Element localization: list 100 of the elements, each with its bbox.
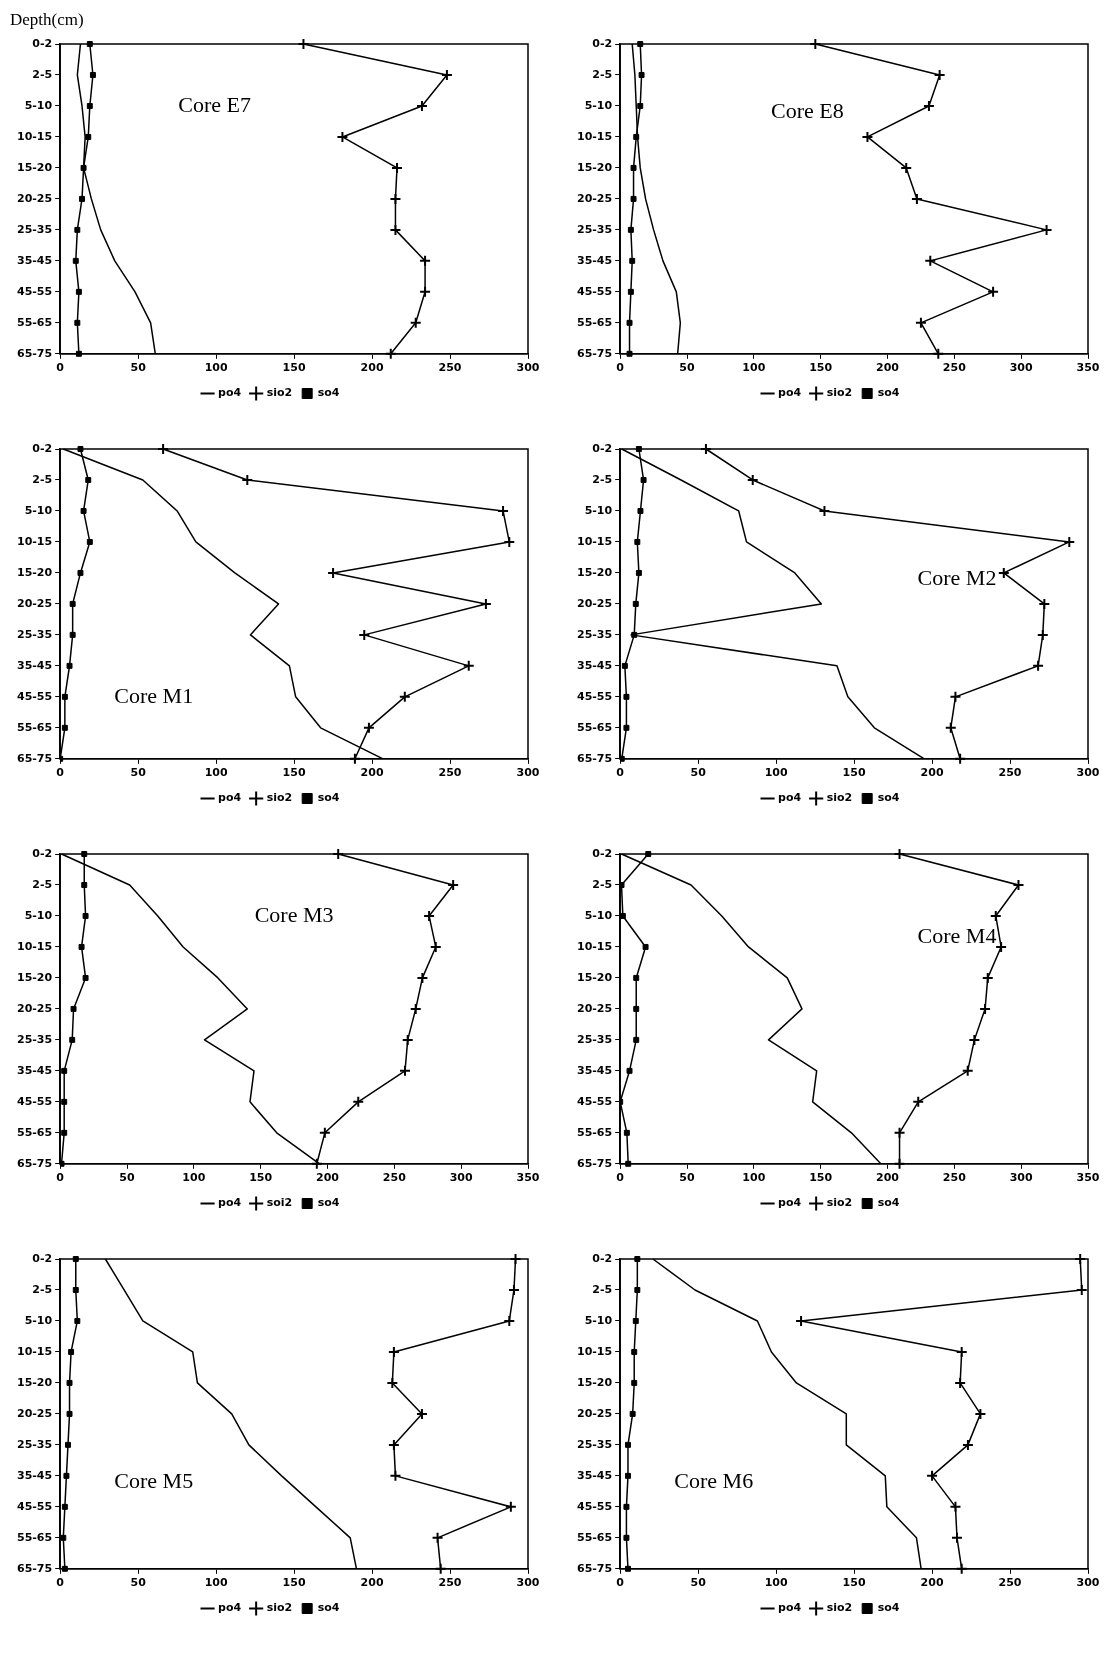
- legend-label: po4: [778, 1196, 802, 1210]
- text: Core M4: [917, 923, 997, 949]
- x-tick-label: 250: [942, 1171, 967, 1185]
- x-tick-label: 250: [998, 766, 1022, 780]
- y-tick-label: 20-25: [576, 1001, 613, 1015]
- x-tick-label: 50: [130, 766, 147, 780]
- x-tick-label: 50: [130, 361, 147, 375]
- legend-label: po4: [778, 1601, 802, 1615]
- x-tick-label: 0: [616, 1171, 625, 1185]
- y-tick-label: 2-5: [32, 1282, 53, 1296]
- x-tick-label: 200: [876, 361, 900, 375]
- x-tick-label: 50: [679, 361, 696, 375]
- legend-label: so4: [317, 1601, 340, 1615]
- y-tick-label: 35-45: [16, 1063, 53, 1077]
- x-tick-label: 350: [1076, 361, 1100, 375]
- legend-label: po4: [218, 791, 242, 805]
- y-tick-label: 55-65: [16, 315, 53, 329]
- x-tick-label: 200: [360, 1576, 384, 1590]
- x-tick-label: 200: [920, 766, 944, 780]
- x-tick-label: 300: [1009, 1171, 1033, 1185]
- y-tick-label: 10-15: [576, 534, 613, 548]
- y-tick-label: 55-65: [576, 1530, 613, 1544]
- y-axis-title: Depth(cm): [10, 9, 84, 29]
- x-tick-label: 350: [1076, 1171, 1100, 1185]
- y-tick-label: 35-45: [576, 1468, 613, 1482]
- y-tick-label: 5-10: [24, 1313, 53, 1327]
- x-tick-label: 300: [449, 1171, 473, 1185]
- legend-label: so4: [877, 386, 900, 400]
- y-tick-label: 15-20: [576, 565, 613, 579]
- legend-label: sio2: [826, 1196, 853, 1210]
- y-tick-label: 15-20: [576, 1375, 613, 1389]
- x-tick-label: 350: [516, 1171, 540, 1185]
- y-tick-label: 45-55: [16, 689, 53, 703]
- x-tick-label: 300: [1009, 361, 1033, 375]
- x-tick-label: 0: [56, 1576, 65, 1590]
- legend-label: so4: [317, 386, 340, 400]
- x-tick-label: 150: [282, 1576, 306, 1590]
- y-tick-label: 25-35: [576, 1032, 613, 1046]
- y-tick-label: 65-75: [16, 1156, 53, 1170]
- legend-label: sio2: [826, 386, 853, 400]
- x-tick-label: 250: [438, 1576, 462, 1590]
- legend-label: so4: [877, 1601, 900, 1615]
- y-tick-label: 2-5: [592, 67, 613, 81]
- legend-label: sio2: [826, 1601, 853, 1615]
- legend-label: sio2: [266, 791, 293, 805]
- legend-label: po4: [778, 791, 802, 805]
- y-tick-label: 0-2: [592, 36, 613, 50]
- x-tick-label: 0: [616, 1576, 625, 1590]
- y-tick-label: 10-15: [576, 1344, 613, 1358]
- y-tick-label: 35-45: [576, 658, 613, 672]
- x-tick-label: 300: [516, 1576, 540, 1590]
- y-tick-label: 0-2: [32, 36, 53, 50]
- legend-label: so4: [317, 1196, 340, 1210]
- y-tick-label: 35-45: [16, 1468, 53, 1482]
- x-tick-label: 250: [382, 1171, 407, 1185]
- x-tick-label: 200: [920, 1576, 944, 1590]
- legend-label: po4: [778, 386, 802, 400]
- x-tick-label: 250: [998, 1576, 1022, 1590]
- x-tick-label: 100: [742, 361, 766, 375]
- x-tick-label: 100: [764, 1576, 788, 1590]
- x-tick-label: 50: [130, 1576, 147, 1590]
- y-tick-label: 65-75: [576, 751, 613, 765]
- y-tick-label: 20-25: [16, 1406, 53, 1420]
- y-tick-label: 55-65: [576, 1125, 613, 1139]
- x-tick-label: 200: [316, 1171, 340, 1185]
- x-tick-label: 150: [809, 361, 833, 375]
- legend-label: po4: [218, 1601, 242, 1615]
- y-tick-label: 45-55: [16, 284, 53, 298]
- text: Core E8: [770, 97, 844, 123]
- x-tick-label: 100: [742, 1171, 766, 1185]
- y-tick-label: 10-15: [16, 1344, 53, 1358]
- x-tick-label: 0: [616, 361, 625, 375]
- legend-label: po4: [218, 1196, 242, 1210]
- y-tick-label: 55-65: [16, 1125, 53, 1139]
- y-tick-label: 0-2: [592, 1251, 613, 1265]
- x-tick-label: 100: [182, 1171, 206, 1185]
- y-tick-label: 65-75: [576, 346, 613, 360]
- text: Core M2: [917, 564, 997, 590]
- x-tick-label: 300: [1076, 766, 1100, 780]
- legend-label: sio2: [266, 386, 293, 400]
- y-tick-label: 2-5: [592, 877, 613, 891]
- y-tick-label: 55-65: [16, 1530, 53, 1544]
- x-tick-label: 150: [842, 766, 866, 780]
- x-tick-label: 200: [360, 361, 384, 375]
- y-tick-label: 2-5: [592, 472, 613, 486]
- y-tick-label: 10-15: [576, 939, 613, 953]
- x-tick-label: 150: [282, 361, 306, 375]
- y-tick-label: 15-20: [16, 565, 53, 579]
- x-tick-label: 50: [690, 1576, 707, 1590]
- y-tick-label: 15-20: [576, 160, 613, 174]
- y-tick-label: 5-10: [24, 503, 53, 517]
- x-tick-label: 0: [56, 361, 65, 375]
- y-tick-label: 65-75: [576, 1156, 613, 1170]
- y-tick-label: 10-15: [16, 939, 53, 953]
- legend-label: so4: [877, 1196, 900, 1210]
- y-tick-label: 45-55: [576, 1094, 613, 1108]
- x-tick-label: 0: [56, 766, 65, 780]
- x-tick-label: 50: [119, 1171, 136, 1185]
- y-tick-label: 25-35: [16, 222, 53, 236]
- y-tick-label: 10-15: [576, 129, 613, 143]
